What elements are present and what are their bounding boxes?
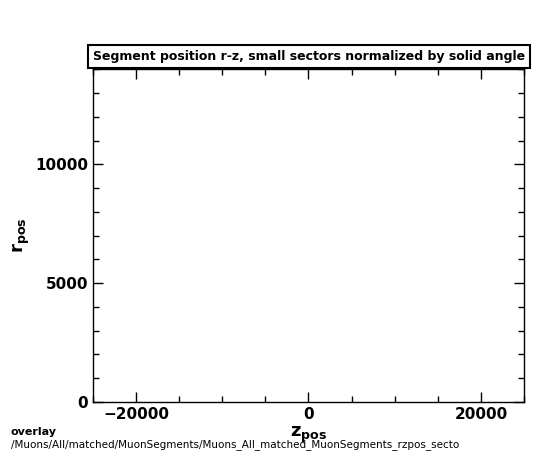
X-axis label: $\mathregular{z_{pos}}$: $\mathregular{z_{pos}}$ — [290, 425, 327, 445]
Text: /Muons/All/matched/MuonSegments/Muons_All_matched_MuonSegments_rzpos_secto: /Muons/All/matched/MuonSegments/Muons_Al… — [11, 439, 459, 450]
Y-axis label: $\mathregular{r_{pos}}$: $\mathregular{r_{pos}}$ — [11, 218, 32, 254]
Text: Segment position r-z, small sectors normalized by solid angle: Segment position r-z, small sectors norm… — [93, 49, 525, 63]
Text: overlay: overlay — [11, 426, 57, 437]
